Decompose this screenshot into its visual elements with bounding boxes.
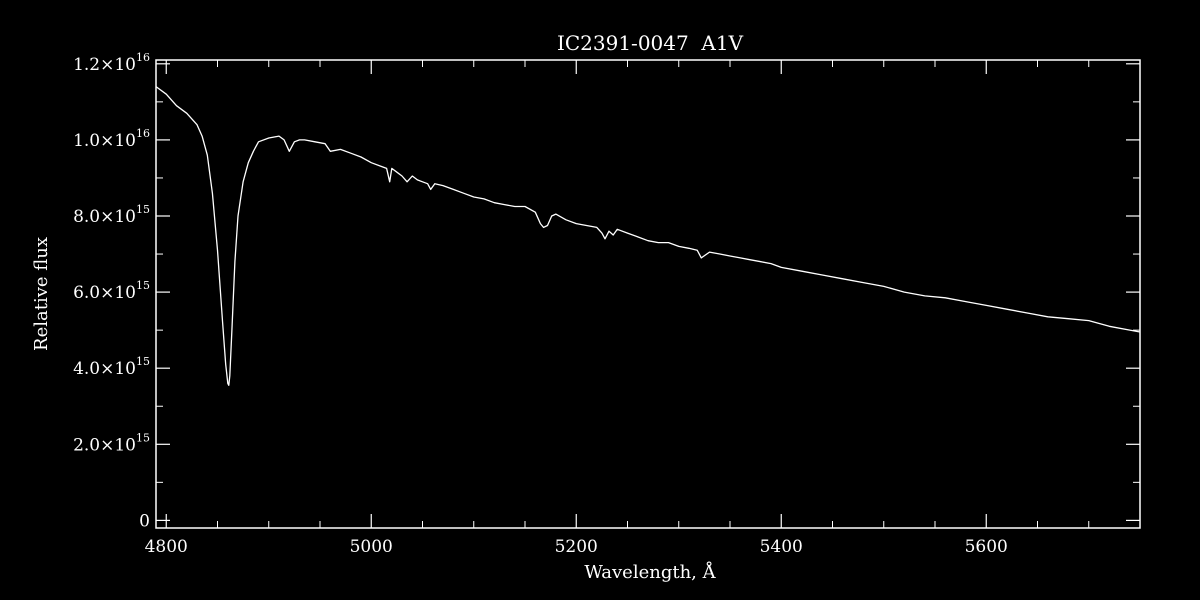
y-tick-label: 4.0×1015 <box>73 355 150 379</box>
y-tick-label: 0 <box>139 511 150 531</box>
y-tick-label: 8.0×1015 <box>73 203 150 227</box>
y-tick-label: 1.2×1016 <box>73 51 150 75</box>
x-axis-label: Wavelength, Å <box>584 561 716 583</box>
x-tick-label: 5000 <box>350 537 393 557</box>
axis-ticks <box>156 60 1141 528</box>
plot-frame <box>155 59 1141 529</box>
chart-title: IC2391-0047 A1V <box>557 31 744 55</box>
x-tick-labels: 4800 5000 5200 5400 5600 <box>145 537 1008 557</box>
y-tick-labels: 0 2.0×1015 4.0×1015 6.0×1015 8.0×1015 1.0×101… <box>73 51 150 532</box>
spectrum-line <box>155 86 1141 386</box>
y-tick-label: 2.0×1015 <box>73 431 150 455</box>
y-tick-label: 6.0×1015 <box>73 279 150 303</box>
x-tick-label: 5200 <box>555 537 598 557</box>
y-tick-label: 1.0×1016 <box>73 127 150 151</box>
x-tick-label: 4800 <box>145 537 188 557</box>
y-axis-label: Relative flux <box>31 237 52 351</box>
x-tick-label: 5400 <box>760 537 803 557</box>
x-tick-label: 5600 <box>965 537 1008 557</box>
